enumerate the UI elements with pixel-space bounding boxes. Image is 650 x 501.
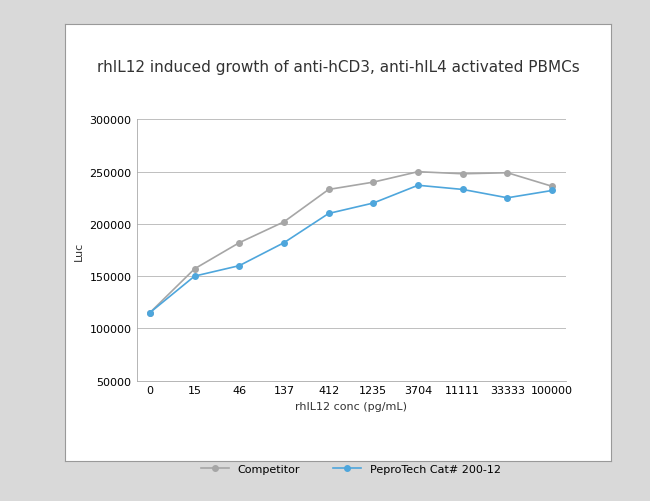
Competitor xyxy=(146,310,154,316)
Legend: Competitor, PeproTech Cat# 200-12: Competitor, PeproTech Cat# 200-12 xyxy=(196,459,506,478)
Competitor xyxy=(504,170,512,176)
Y-axis label: Luc: Luc xyxy=(74,241,84,260)
Competitor xyxy=(369,180,377,186)
PeproTech Cat# 200-12 xyxy=(459,187,467,193)
PeproTech Cat# 200-12 xyxy=(280,240,288,246)
Competitor xyxy=(190,266,198,272)
Line: Competitor: Competitor xyxy=(147,169,555,316)
Competitor xyxy=(280,219,288,225)
PeproTech Cat# 200-12 xyxy=(325,211,333,217)
Competitor xyxy=(548,184,556,190)
Line: PeproTech Cat# 200-12: PeproTech Cat# 200-12 xyxy=(147,183,555,316)
Text: rhIL12 induced growth of anti-hCD3, anti-hIL4 activated PBMCs: rhIL12 induced growth of anti-hCD3, anti… xyxy=(97,60,579,75)
Competitor xyxy=(325,187,333,193)
X-axis label: rhIL12 conc (pg/mL): rhIL12 conc (pg/mL) xyxy=(295,401,407,411)
PeproTech Cat# 200-12 xyxy=(146,310,154,316)
PeproTech Cat# 200-12 xyxy=(235,263,243,269)
Competitor xyxy=(459,171,467,177)
PeproTech Cat# 200-12 xyxy=(190,274,198,280)
PeproTech Cat# 200-12 xyxy=(548,188,556,194)
Competitor xyxy=(235,240,243,246)
PeproTech Cat# 200-12 xyxy=(504,195,512,201)
PeproTech Cat# 200-12 xyxy=(369,200,377,206)
PeproTech Cat# 200-12 xyxy=(414,183,422,189)
Competitor xyxy=(414,169,422,175)
